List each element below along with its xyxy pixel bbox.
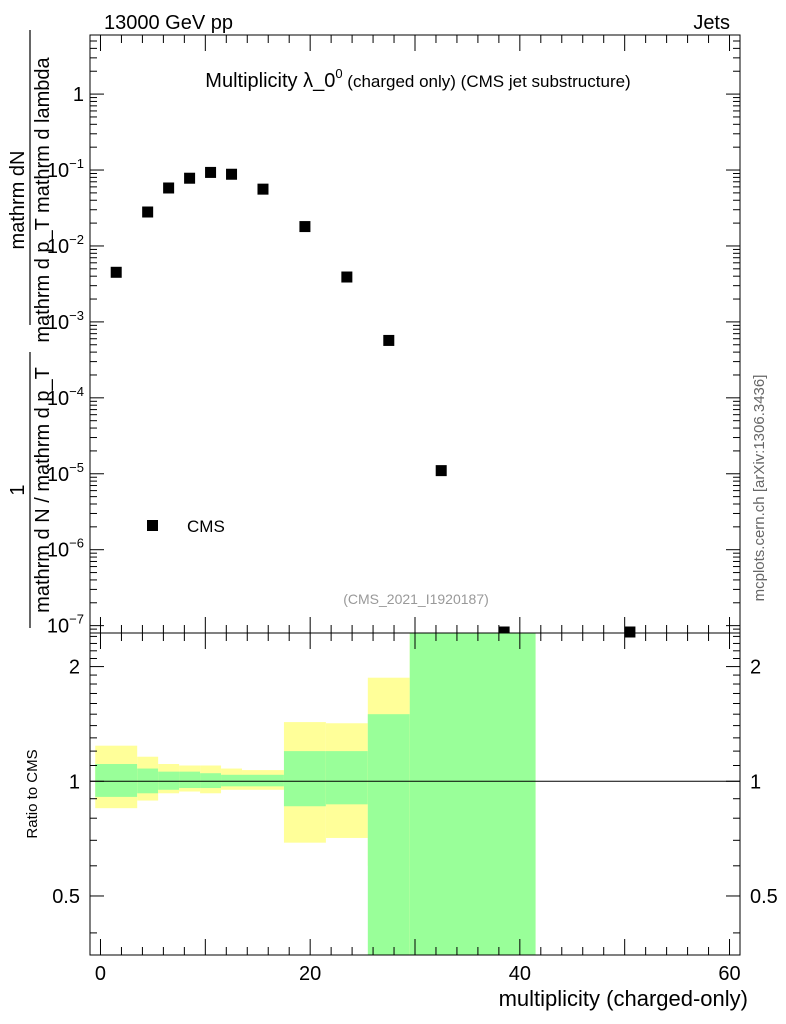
tick-exponent: −5: [69, 460, 84, 475]
ratio-y-tick-label-right: 1: [750, 771, 761, 793]
main-y-tick-label: 10−2: [47, 232, 84, 258]
energy-label: 13000 GeV pp: [104, 12, 233, 34]
stat-uncertainty-band: [221, 774, 243, 787]
legend-marker: [147, 520, 158, 531]
ylabel-numerator: mathrm dN: [7, 151, 29, 250]
process-label: Jets: [693, 12, 730, 34]
data-point: [163, 182, 175, 194]
ylabel-prefix-bottom: mathrm d N / mathrm d p_T: [32, 367, 54, 613]
stat-uncertainty-band: [242, 774, 284, 787]
ratio-x-ticks: 0 20 40 60: [95, 633, 741, 985]
mcplots-label: mcplots.cern.ch [arXiv:1306.3436]: [751, 375, 768, 602]
stat-uncertainty-band: [409, 633, 536, 955]
title-main: Multiplicity λ_0: [205, 70, 335, 92]
analysis-tag: (CMS_2021_I1920187): [343, 591, 489, 607]
main-y-tick-label: 10−3: [47, 308, 84, 334]
tick-mantissa: 1: [73, 84, 84, 106]
stat-uncertainty-band: [200, 773, 222, 789]
tick-exponent: −3: [69, 308, 84, 323]
legend-label: CMS: [187, 517, 225, 536]
main-y-tick-label: 10−1: [47, 156, 84, 182]
stat-uncertainty-band: [179, 771, 201, 789]
ratio-y-tick-label: 1: [69, 771, 80, 793]
tick-mantissa: 10: [47, 160, 69, 182]
ratio-bands: [95, 633, 536, 955]
ratio-y-tick-label: 2: [69, 657, 80, 679]
ratio-y-ticks: 0.5 0.5 1 1 2 2: [52, 635, 778, 934]
data-point: [110, 266, 122, 278]
data-point: [184, 172, 196, 184]
ylabel-prefix-top: 1: [7, 484, 29, 495]
tick-exponent: −7: [69, 612, 84, 627]
tick-exponent: −6: [69, 536, 84, 551]
stat-uncertainty-band: [325, 751, 368, 805]
stat-uncertainty-band: [367, 714, 410, 955]
tick-mantissa: 10: [47, 236, 69, 258]
tick-mantissa: 10: [47, 312, 69, 334]
tick-exponent: −2: [69, 232, 84, 247]
data-point: [142, 206, 154, 218]
x-tick-label: 60: [718, 963, 740, 985]
ratio-y-tick-label: 0.5: [52, 886, 80, 908]
ratio-xlabel: multiplicity (charged-only): [499, 986, 748, 1011]
tick-mantissa: 10: [47, 540, 69, 562]
data-point: [226, 168, 238, 180]
ratio-panel: 0.5 0.5 1 1 2 2 0 20 40 60 Ratio to CMS multipli…: [24, 632, 778, 1011]
x-tick-label: 40: [509, 963, 531, 985]
main-y-tick-label: 1: [73, 84, 84, 106]
ylabel-denominator: mathrm d p_T mathrm d lambda: [32, 56, 54, 342]
data-point: [624, 626, 636, 638]
ratio-y-tick-label-right: 2: [750, 657, 761, 679]
main-ylabel: 1 mathrm d N / mathrm d p_T mathrm dN ma…: [7, 30, 54, 628]
main-frame: [89, 34, 741, 634]
stat-uncertainty-band: [158, 771, 180, 790]
data-point: [205, 166, 217, 178]
tick-mantissa: 10: [47, 464, 69, 486]
ratio-y-tick-label-right: 0.5: [750, 886, 778, 908]
tick-exponent: −1: [69, 156, 84, 171]
x-tick-label: 0: [95, 963, 106, 985]
data-point: [341, 271, 353, 283]
tick-mantissa: 10: [47, 616, 69, 638]
main-x-ticks: [99, 35, 731, 633]
stat-uncertainty-band: [95, 764, 138, 797]
main-y-tick-label: 10−4: [47, 384, 84, 410]
data-point: [435, 465, 447, 477]
title-sup: 0: [335, 66, 342, 81]
data-point: [498, 626, 510, 638]
main-y-tick-label: 10−5: [47, 460, 84, 486]
stat-uncertainty-band: [283, 751, 326, 807]
tick-mantissa: 10: [47, 388, 69, 410]
main-panel: 110−110−210−310−410−510−610−7 Multiplici…: [7, 30, 741, 638]
data-points: [110, 166, 636, 638]
plot-title: Multiplicity λ_00 (charged only) (CMS je…: [205, 66, 630, 92]
ratio-ylabel: Ratio to CMS: [24, 749, 41, 838]
main-y-tick-label: 10−7: [47, 612, 84, 638]
data-point: [383, 334, 395, 346]
title-rest: (charged only) (CMS jet substructure): [343, 72, 631, 91]
data-point: [257, 183, 269, 195]
tick-exponent: −4: [69, 384, 84, 399]
main-y-tick-label: 10−6: [47, 536, 84, 562]
x-tick-label: 20: [299, 963, 321, 985]
data-point: [299, 221, 311, 233]
main-y-ticks: 110−110−210−310−410−510−610−7: [47, 34, 740, 638]
